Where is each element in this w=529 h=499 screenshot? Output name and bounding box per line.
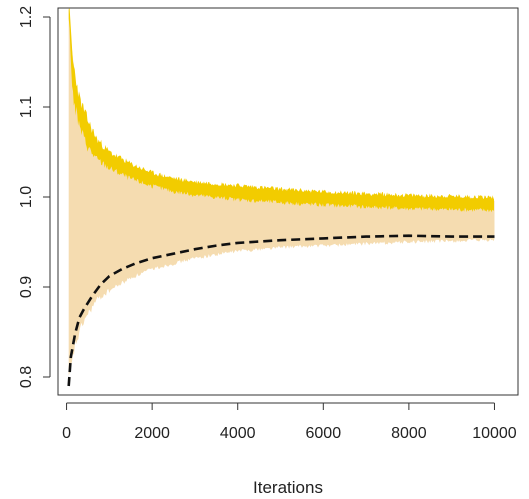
y-tick-label: 0.9 <box>18 276 35 298</box>
dashed-series-line <box>67 234 495 387</box>
y-tick-label: 0.8 <box>18 366 35 388</box>
x-axis: 0 2000 4000 6000 8000 10000 <box>62 402 517 442</box>
y-tick-label: 1.2 <box>18 6 35 28</box>
x-tick-label: 10000 <box>472 425 517 442</box>
y-axis: 0.8 0.9 1.0 1.1 1.2 <box>18 6 51 388</box>
x-tick-label: 4000 <box>220 425 256 442</box>
x-tick-label: 6000 <box>306 425 342 442</box>
plot-frame <box>57 7 519 396</box>
x-tick-label: 0 <box>62 425 71 442</box>
credible-interval-band <box>68 8 495 376</box>
y-tick-label: 1.0 <box>18 186 35 208</box>
x-axis-title: Iterations <box>253 478 323 497</box>
y-tick-label: 1.1 <box>18 96 35 118</box>
x-tick-label: 8000 <box>391 425 427 442</box>
x-tick-label: 2000 <box>134 425 170 442</box>
plot-area <box>67 8 495 387</box>
